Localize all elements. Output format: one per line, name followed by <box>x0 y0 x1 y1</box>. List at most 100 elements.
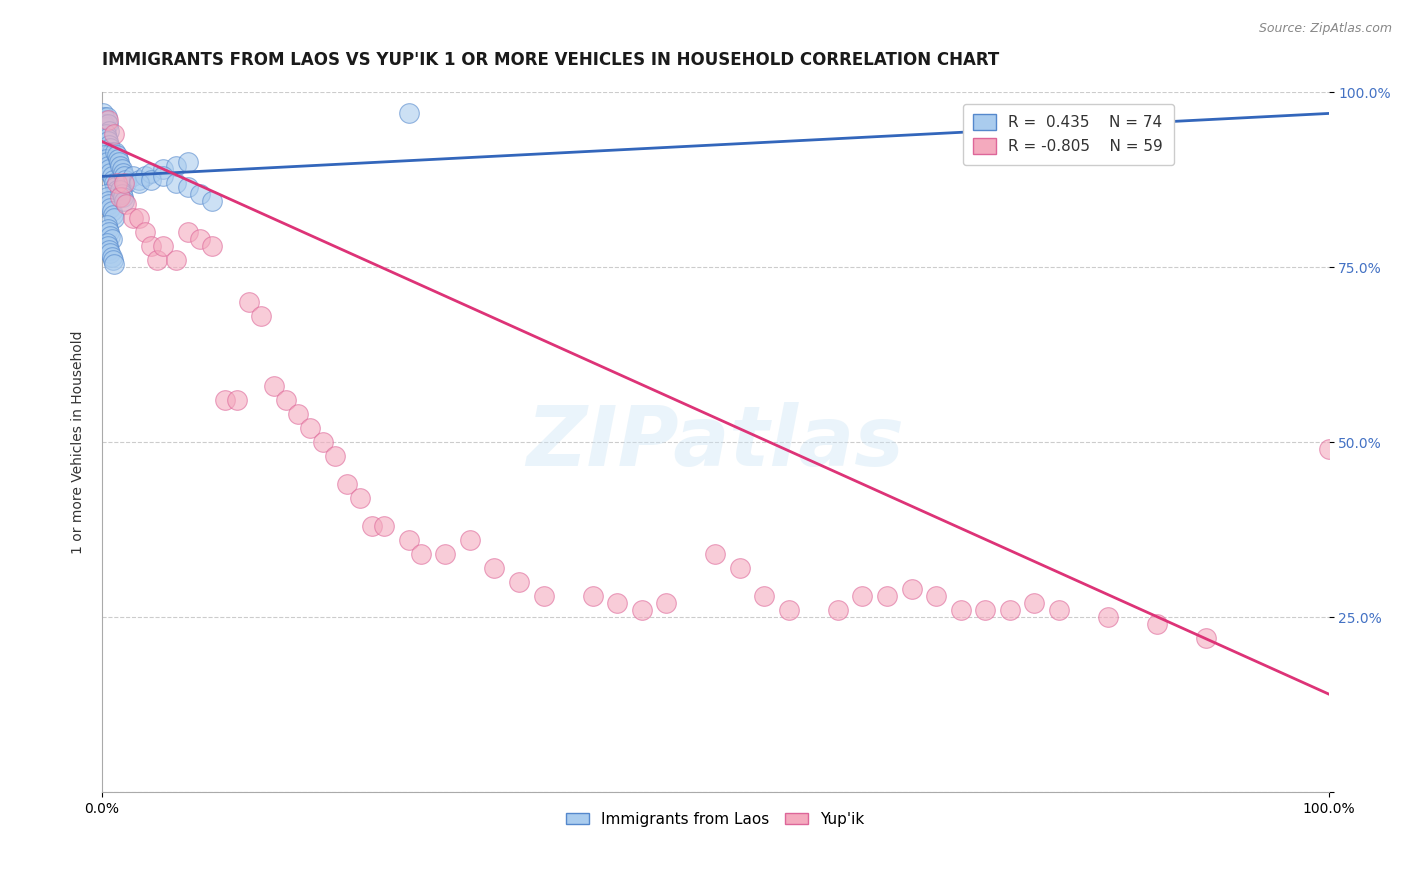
Point <box>704 547 727 561</box>
Point <box>112 194 135 208</box>
Point <box>925 589 948 603</box>
Legend: Immigrants from Laos, Yup'ik: Immigrants from Laos, Yup'ik <box>560 806 870 833</box>
Point <box>177 155 200 169</box>
Point <box>96 190 118 204</box>
Point <box>1024 596 1046 610</box>
Point <box>152 239 174 253</box>
Point <box>105 183 128 197</box>
Point <box>851 589 873 603</box>
Point <box>97 222 120 236</box>
Point <box>100 166 122 180</box>
Text: ZIPatlas: ZIPatlas <box>526 401 904 483</box>
Point <box>287 407 309 421</box>
Point <box>508 575 530 590</box>
Point <box>110 159 132 173</box>
Point <box>606 596 628 610</box>
Point <box>104 180 127 194</box>
Point <box>778 603 800 617</box>
Y-axis label: 1 or more Vehicles in Household: 1 or more Vehicles in Household <box>72 330 86 554</box>
Point <box>139 166 162 180</box>
Point <box>107 152 129 166</box>
Point <box>115 177 138 191</box>
Point <box>91 106 114 120</box>
Point <box>100 228 122 243</box>
Point <box>97 117 120 131</box>
Point <box>94 113 117 128</box>
Point <box>98 162 121 177</box>
Point <box>96 155 118 169</box>
Point <box>323 449 346 463</box>
Point <box>100 204 122 219</box>
Point <box>974 603 997 617</box>
Point <box>484 561 506 575</box>
Point <box>728 561 751 575</box>
Point <box>655 596 678 610</box>
Point <box>112 177 135 191</box>
Point <box>105 177 128 191</box>
Point <box>1146 617 1168 632</box>
Point <box>1195 631 1218 645</box>
Point <box>165 253 187 268</box>
Point <box>188 186 211 201</box>
Point <box>100 145 122 159</box>
Point <box>105 148 128 162</box>
Point <box>134 225 156 239</box>
Point <box>110 162 132 177</box>
Point <box>312 435 335 450</box>
Point <box>97 113 120 128</box>
Point <box>152 162 174 177</box>
Point <box>336 477 359 491</box>
Point <box>100 141 122 155</box>
Point <box>96 235 118 250</box>
Point <box>121 211 143 226</box>
Point <box>98 225 121 239</box>
Point <box>225 393 247 408</box>
Point <box>100 169 122 184</box>
Point <box>96 110 118 124</box>
Point <box>949 603 972 617</box>
Point <box>98 137 121 152</box>
Point <box>238 295 260 310</box>
Point <box>100 232 122 246</box>
Point <box>97 194 120 208</box>
Point <box>101 208 124 222</box>
Point <box>152 169 174 184</box>
Point <box>581 589 603 603</box>
Point <box>94 186 117 201</box>
Point <box>100 201 122 215</box>
Point <box>139 239 162 253</box>
Point <box>96 131 118 145</box>
Point <box>146 253 169 268</box>
Point <box>876 589 898 603</box>
Point <box>360 519 382 533</box>
Point <box>128 173 150 187</box>
Point <box>398 106 420 120</box>
Point <box>94 128 117 142</box>
Point <box>94 120 117 135</box>
Point <box>177 180 200 194</box>
Point <box>98 124 121 138</box>
Point <box>827 603 849 617</box>
Point <box>94 152 117 166</box>
Point <box>373 519 395 533</box>
Point <box>458 533 481 548</box>
Point <box>103 128 125 142</box>
Point <box>110 183 132 197</box>
Point <box>103 211 125 226</box>
Point <box>1097 610 1119 624</box>
Point <box>434 547 457 561</box>
Point <box>108 155 131 169</box>
Point <box>110 186 132 201</box>
Point <box>299 421 322 435</box>
Point <box>101 173 124 187</box>
Point <box>201 239 224 253</box>
Point <box>93 110 115 124</box>
Point <box>177 225 200 239</box>
Point <box>263 379 285 393</box>
Point <box>111 166 134 180</box>
Point <box>139 173 162 187</box>
Point <box>103 177 125 191</box>
Point <box>998 603 1021 617</box>
Point <box>349 491 371 505</box>
Text: Source: ZipAtlas.com: Source: ZipAtlas.com <box>1258 22 1392 36</box>
